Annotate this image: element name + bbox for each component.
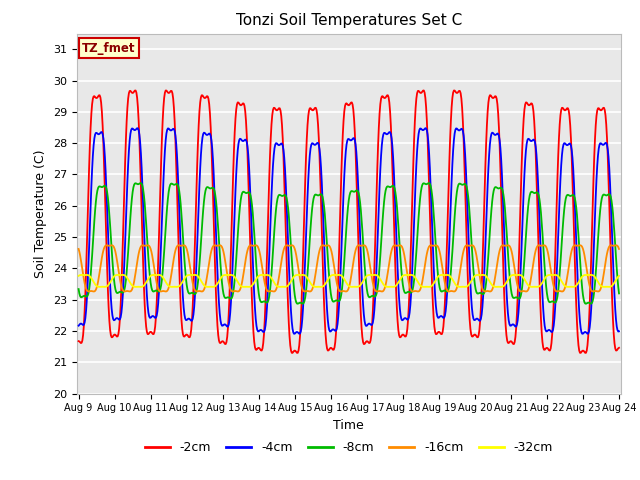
Title: Tonzi Soil Temperatures Set C: Tonzi Soil Temperatures Set C xyxy=(236,13,462,28)
Text: TZ_fmet: TZ_fmet xyxy=(82,42,136,55)
Legend: -2cm, -4cm, -8cm, -16cm, -32cm: -2cm, -4cm, -8cm, -16cm, -32cm xyxy=(140,436,558,459)
Y-axis label: Soil Temperature (C): Soil Temperature (C) xyxy=(35,149,47,278)
X-axis label: Time: Time xyxy=(333,419,364,432)
